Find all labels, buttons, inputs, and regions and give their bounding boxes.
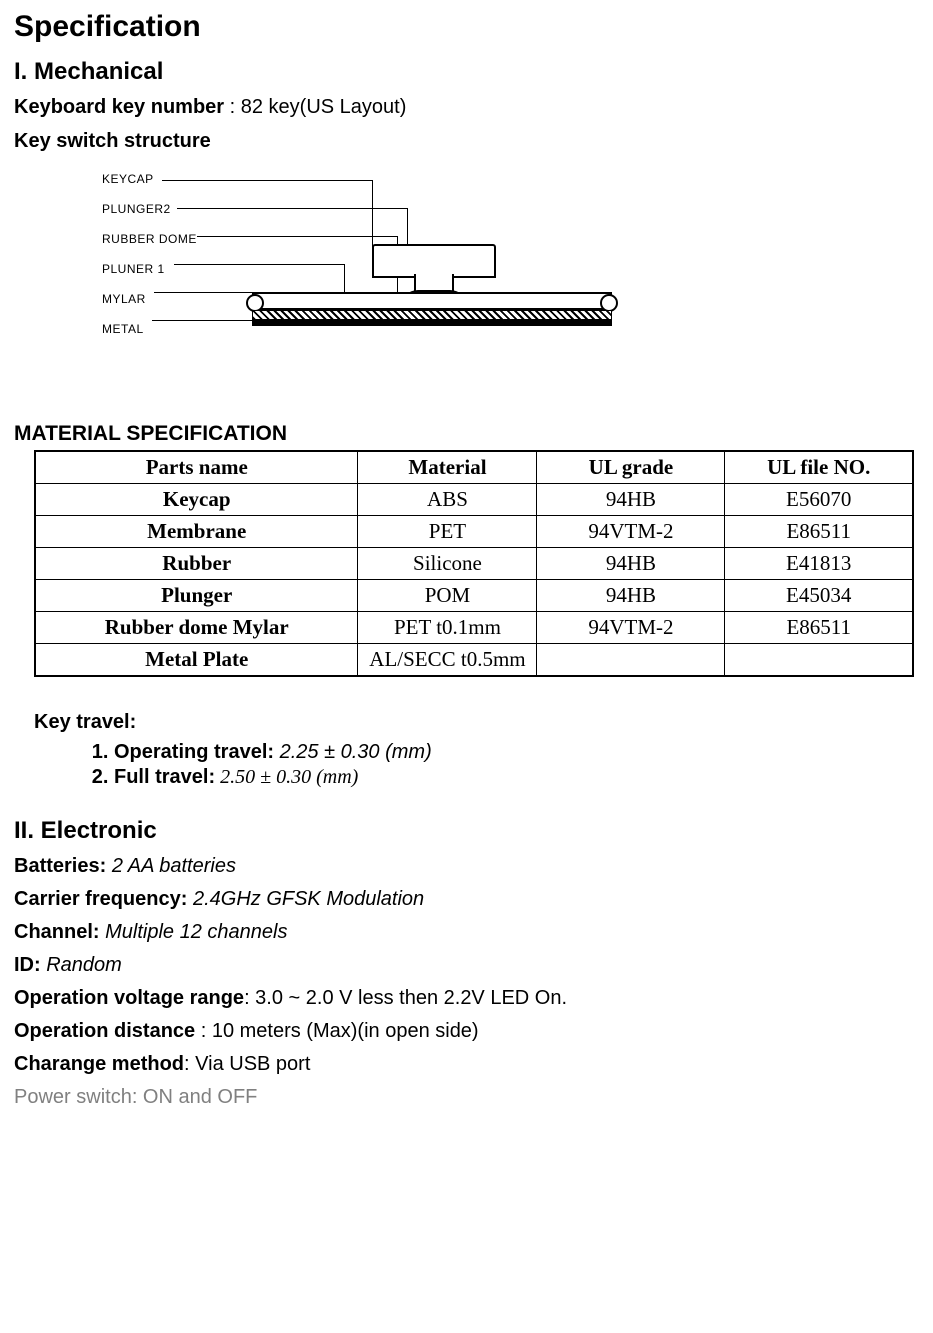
cell-ulfile: E86511 [725, 516, 913, 548]
cell-partname: Membrane [35, 516, 358, 548]
keyswitch-structure-label: Key switch structure [14, 126, 913, 156]
cell-ulgrade: 94HB [537, 548, 725, 580]
batteries-value: 2 AA batteries [106, 855, 236, 877]
full-travel-label: Full travel: [114, 766, 215, 788]
col-ul-grade: UL grade [537, 451, 725, 484]
id-line: ID: Random [14, 950, 913, 980]
cell-partname: Keycap [35, 484, 358, 516]
charge-label: Charange method [14, 1053, 184, 1075]
keynum-value: : 82 key(US Layout) [224, 96, 406, 118]
diagram-label-metal: METAL [102, 322, 197, 336]
carrier-line: Carrier frequency: 2.4GHz GFSK Modulatio… [14, 884, 913, 914]
keyboard-key-number-line: Keyboard key number : 82 key(US Layout) [14, 92, 913, 122]
table-row: Rubber Silicone 94HB E41813 [35, 548, 913, 580]
cell-material: POM [358, 580, 537, 612]
section-mechanical-heading: I. Mechanical [14, 58, 913, 86]
cell-ulgrade [537, 644, 725, 677]
diagram-label-rubberdome: RUBBER DOME [102, 232, 197, 246]
opvoltage-label: Operation voltage range [14, 987, 244, 1009]
charge-value: : Via USB port [184, 1053, 310, 1075]
channel-label: Channel: [14, 921, 100, 943]
operating-travel-value: 2.25 ± 0.30 (mm) [274, 741, 432, 763]
cell-partname: Rubber [35, 548, 358, 580]
mylar-layer-shape [252, 310, 612, 320]
page-title: Specification [14, 10, 913, 44]
cell-ulgrade: 94HB [537, 580, 725, 612]
operating-travel-item: Operating travel: 2.25 ± 0.30 (mm) [114, 741, 913, 764]
material-spec-heading: MATERIAL SPECIFICATION [14, 422, 913, 446]
cell-ulfile: E45034 [725, 580, 913, 612]
opdistance-line: Operation distance : 10 meters (Max)(in … [14, 1016, 913, 1046]
operating-travel-label: Operating travel: [114, 741, 274, 763]
cell-partname: Metal Plate [35, 644, 358, 677]
cell-ulfile [725, 644, 913, 677]
cell-partname: Plunger [35, 580, 358, 612]
table-row: Rubber dome Mylar PET t0.1mm 94VTM-2 E86… [35, 612, 913, 644]
switch-cross-section [252, 262, 612, 362]
keycap-shape [372, 244, 496, 278]
batteries-label: Batteries: [14, 855, 106, 877]
col-ul-file: UL file NO. [725, 451, 913, 484]
opvoltage-value: : 3.0 ~ 2.0 V less then 2.2V LED On. [244, 987, 567, 1009]
cell-ulgrade: 94HB [537, 484, 725, 516]
cell-partname: Rubber dome Mylar [35, 612, 358, 644]
table-row: Membrane PET 94VTM-2 E86511 [35, 516, 913, 548]
full-travel-value: 2.50 ± 0.30 (mm) [215, 766, 358, 788]
table-row: Keycap ABS 94HB E56070 [35, 484, 913, 516]
id-label: ID: [14, 954, 41, 976]
diagram-label-mylar: MYLAR [102, 292, 197, 306]
opvoltage-line: Operation voltage range: 3.0 ~ 2.0 V les… [14, 983, 913, 1013]
keynum-label: Keyboard key number [14, 96, 224, 118]
section-electronic-heading: II. Electronic [14, 817, 913, 845]
cell-material: PET [358, 516, 537, 548]
cell-material: Silicone [358, 548, 537, 580]
cell-ulfile: E56070 [725, 484, 913, 516]
key-travel-list: Operating travel: 2.25 ± 0.30 (mm) Full … [14, 741, 913, 789]
table-row: Plunger POM 94HB E45034 [35, 580, 913, 612]
key-travel-heading: Key travel: [34, 707, 913, 737]
channel-line: Channel: Multiple 12 channels [14, 917, 913, 947]
material-spec-table: Parts name Material UL grade UL file NO.… [34, 450, 914, 677]
cell-ulfile: E41813 [725, 548, 913, 580]
cell-material: AL/SECC t0.5mm [358, 644, 537, 677]
cell-ulgrade: 94VTM-2 [537, 516, 725, 548]
diagram-label-keycap: KEYCAP [102, 172, 197, 186]
channel-value: Multiple 12 channels [100, 921, 288, 943]
charge-line: Charange method: Via USB port [14, 1049, 913, 1079]
table-header-row: Parts name Material UL grade UL file NO. [35, 451, 913, 484]
full-travel-item: Full travel: 2.50 ± 0.30 (mm) [114, 766, 913, 789]
id-value: Random [41, 954, 122, 976]
cell-material: PET t0.1mm [358, 612, 537, 644]
cell-ulgrade: 94VTM-2 [537, 612, 725, 644]
metal-layer-shape [252, 320, 612, 326]
keyswitch-diagram: KEYCAP PLUNGER2 RUBBER DOME PLUNER 1 MYL… [102, 172, 622, 392]
carrier-label: Carrier frequency: [14, 888, 187, 910]
table-row: Metal Plate AL/SECC t0.5mm [35, 644, 913, 677]
cell-ulfile: E86511 [725, 612, 913, 644]
carrier-value: 2.4GHz GFSK Modulation [187, 888, 424, 910]
col-parts-name: Parts name [35, 451, 358, 484]
diagram-labels: KEYCAP PLUNGER2 RUBBER DOME PLUNER 1 MYL… [102, 172, 197, 352]
diagram-label-plunger2: PLUNGER2 [102, 202, 197, 216]
opdistance-value: : 10 meters (Max)(in open side) [195, 1020, 478, 1042]
upper-plate-shape [252, 292, 612, 310]
opdistance-label: Operation distance [14, 1020, 195, 1042]
power-switch-line: Power switch: ON and OFF [14, 1082, 913, 1112]
batteries-line: Batteries: 2 AA batteries [14, 851, 913, 881]
cell-material: ABS [358, 484, 537, 516]
col-material: Material [358, 451, 537, 484]
